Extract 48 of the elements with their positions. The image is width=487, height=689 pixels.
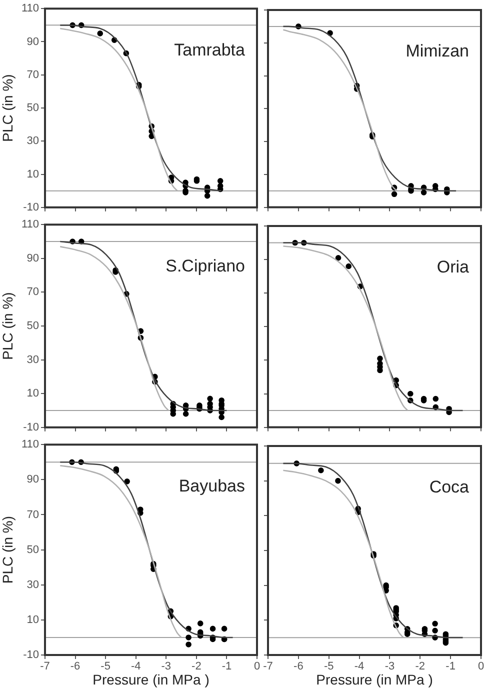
y-tick-label: 30 [26, 135, 39, 148]
y-tick-label: 30 [26, 354, 39, 366]
x-tick-label: -2 [192, 660, 202, 673]
x-axis-title: Pressure (in MPa ) [92, 671, 210, 688]
y-tick-label: -10 [23, 201, 39, 214]
y-tick-label: 70 [26, 508, 39, 521]
y-tick-label: -10 [23, 649, 39, 662]
y-axis-title: PLC (in %) [0, 292, 16, 360]
x-tick-label: -3 [161, 660, 172, 673]
x-tick-label: -3 [384, 660, 395, 673]
y-tick-label: 50 [26, 544, 39, 556]
y-axis-title: PLC (in %) [0, 74, 16, 142]
y-tick-label: 10 [26, 388, 39, 400]
text: Mimizan [406, 42, 469, 61]
x-tick-label: -5 [100, 660, 110, 673]
y-axis-title: PLC (in %) [0, 516, 16, 584]
y-tick-label: 70 [26, 286, 39, 298]
text: Coca [429, 478, 470, 497]
x-tick-label: -5 [324, 660, 334, 673]
y-tick-label: 50 [26, 102, 39, 114]
y-tick-label: 50 [26, 320, 39, 332]
x-axis-title: Pressure (in MPa ) [316, 671, 433, 688]
y-tick-label: 90 [26, 36, 39, 48]
text: S.Cipriano [166, 256, 245, 276]
y-tick-label: 30 [26, 578, 39, 591]
x-tick-label: 0 [254, 660, 260, 673]
x-tick-label: -1 [446, 660, 456, 673]
y-tick-label: 10 [26, 168, 39, 180]
x-tick-label: -4 [354, 660, 364, 673]
x-tick-label: -4 [130, 660, 141, 673]
y-tick-label: 110 [21, 218, 39, 231]
x-tick-label: -6 [294, 660, 304, 673]
y-tick-label: 110 [21, 2, 39, 15]
y-tick-label: 110 [21, 438, 39, 451]
text: Bayubas [178, 476, 245, 496]
x-tick-label: -7 [263, 660, 273, 673]
x-tick-label: -1 [222, 660, 232, 673]
y-tick-label: 10 [26, 614, 39, 626]
x-tick-label: -6 [70, 660, 80, 673]
x-tick-label: 0 [478, 660, 484, 673]
x-tick-label: -2 [415, 660, 426, 673]
y-tick-label: 70 [26, 68, 39, 81]
x-tick-label: -7 [40, 660, 50, 673]
y-tick-label: -10 [23, 421, 39, 434]
y-tick-label: 90 [26, 252, 39, 264]
text: Tamrabta [174, 40, 246, 60]
y-tick-label: 90 [26, 474, 39, 486]
text: Oria [436, 258, 470, 277]
